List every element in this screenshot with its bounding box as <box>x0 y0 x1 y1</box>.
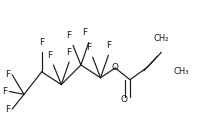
Text: F: F <box>39 38 44 47</box>
Text: F: F <box>66 31 71 40</box>
Text: CH₃: CH₃ <box>172 67 188 76</box>
Text: F: F <box>5 70 10 79</box>
Text: CH₂: CH₂ <box>153 34 168 43</box>
Text: F: F <box>82 28 87 37</box>
Text: O: O <box>111 63 118 72</box>
Text: F: F <box>86 43 91 52</box>
Text: F: F <box>66 48 71 57</box>
Text: O: O <box>120 95 127 104</box>
Text: F: F <box>5 105 10 114</box>
Text: F: F <box>47 51 52 60</box>
Text: F: F <box>105 41 110 50</box>
Text: F: F <box>2 87 7 96</box>
